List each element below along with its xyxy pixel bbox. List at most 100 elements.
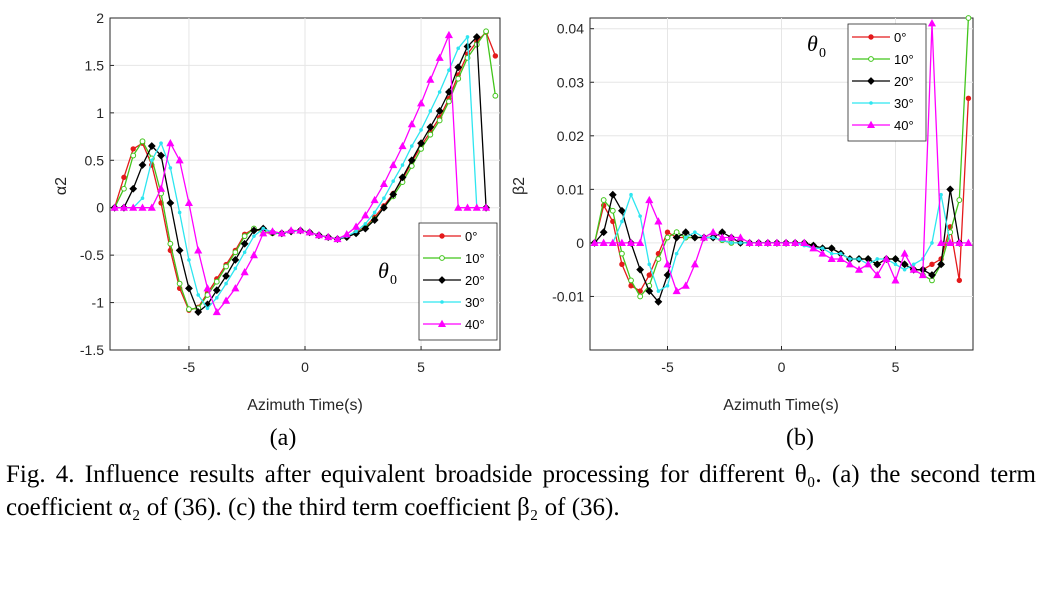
y-tick-label: 0.03: [557, 74, 584, 90]
grid-a: [110, 18, 500, 350]
data-point: [946, 238, 955, 246]
data-point: [939, 192, 943, 197]
data-point: [324, 232, 333, 241]
legend-label: 20°: [894, 74, 914, 89]
data-point: [268, 227, 277, 235]
data-point: [964, 238, 973, 246]
data-point: [727, 233, 736, 241]
legend-label: 10°: [894, 52, 914, 67]
legend-marker: [437, 319, 447, 328]
data-point: [454, 203, 463, 211]
figure-canvas: -5 0 5-1.5-1-0.500.511.52 Azimuth Time(s) …: [53, 10, 974, 451]
data-point: [827, 254, 836, 263]
data-point: [482, 203, 491, 211]
data-point: [196, 293, 201, 297]
data-point: [655, 256, 662, 262]
data-point: [609, 207, 616, 214]
legend-box-a: [418, 222, 498, 341]
data-point: [599, 238, 608, 246]
data-point: [617, 238, 626, 246]
data-point: [157, 184, 166, 192]
legend-b: 0° 10° 20° 30° 40°: [847, 23, 927, 142]
data-point: [665, 283, 670, 288]
legend-label: 30°: [465, 295, 485, 310]
data-point: [446, 98, 452, 105]
data-point: [159, 141, 163, 146]
data-point: [354, 229, 358, 234]
series-a-4: [110, 30, 491, 316]
y-tick-label: -1: [92, 295, 105, 311]
data-point: [902, 267, 907, 272]
data-point: [654, 217, 663, 225]
data-point: [956, 277, 963, 284]
x-tick-label: -5: [183, 359, 196, 375]
data-point: [305, 228, 314, 236]
data-point: [437, 90, 442, 94]
x-tick-label: -5: [661, 359, 674, 375]
data-point: [391, 179, 396, 183]
data-point: [637, 293, 644, 300]
data-point: [693, 230, 697, 234]
data-point: [492, 53, 499, 59]
y-tick-label: 0: [576, 235, 584, 251]
data-point: [656, 289, 661, 293]
data-point: [600, 197, 607, 203]
data-point: [483, 28, 489, 35]
data-point: [445, 88, 453, 96]
data-point: [930, 241, 934, 245]
data-point: [110, 203, 119, 211]
data-point: [232, 249, 239, 256]
data-point: [231, 255, 240, 264]
data-point: [175, 246, 184, 255]
data-point: [663, 260, 672, 268]
y-tick-label: 0: [96, 200, 104, 216]
data-point: [647, 262, 652, 267]
data-point: [873, 260, 882, 269]
data-point: [138, 161, 147, 169]
data-point: [380, 203, 388, 212]
data-point: [681, 281, 690, 289]
data-point: [891, 255, 900, 263]
data-point: [213, 278, 220, 285]
data-point: [893, 262, 898, 267]
data-point: [456, 46, 461, 51]
data-point: [882, 254, 891, 263]
data-point: [363, 222, 368, 226]
data-point: [223, 263, 229, 270]
data-point: [417, 99, 426, 107]
data-point: [937, 260, 945, 269]
legend-marker: [868, 56, 874, 62]
data-point: [820, 246, 825, 251]
data-point: [711, 235, 715, 240]
data-point: [231, 284, 240, 292]
data-point: [168, 166, 173, 170]
data-point: [628, 277, 634, 284]
data-point: [149, 158, 154, 163]
data-point: [252, 234, 256, 238]
legend-a: 0° 10° 20° 30° 40°: [418, 222, 498, 341]
data-point: [690, 260, 699, 268]
legend-marker: [867, 77, 875, 85]
data-point: [361, 211, 370, 219]
data-point: [965, 15, 972, 21]
data-point: [664, 234, 671, 241]
x-tick-label: 5: [417, 359, 425, 375]
data-point: [250, 226, 258, 235]
data-point: [827, 244, 836, 253]
data-point: [718, 233, 727, 241]
data-point: [428, 109, 433, 113]
data-point: [176, 280, 183, 287]
data-point: [848, 257, 852, 261]
data-point: [296, 226, 305, 234]
data-point: [426, 123, 435, 131]
y-axis-label-a: α2: [53, 177, 70, 195]
data-point: [194, 308, 203, 316]
data-point: [370, 216, 379, 224]
data-point: [900, 260, 909, 269]
data-point: [166, 138, 175, 147]
data-point: [379, 179, 388, 188]
data-point: [447, 68, 451, 72]
data-point: [426, 75, 435, 83]
data-point: [277, 229, 286, 237]
data-point: [175, 156, 184, 164]
